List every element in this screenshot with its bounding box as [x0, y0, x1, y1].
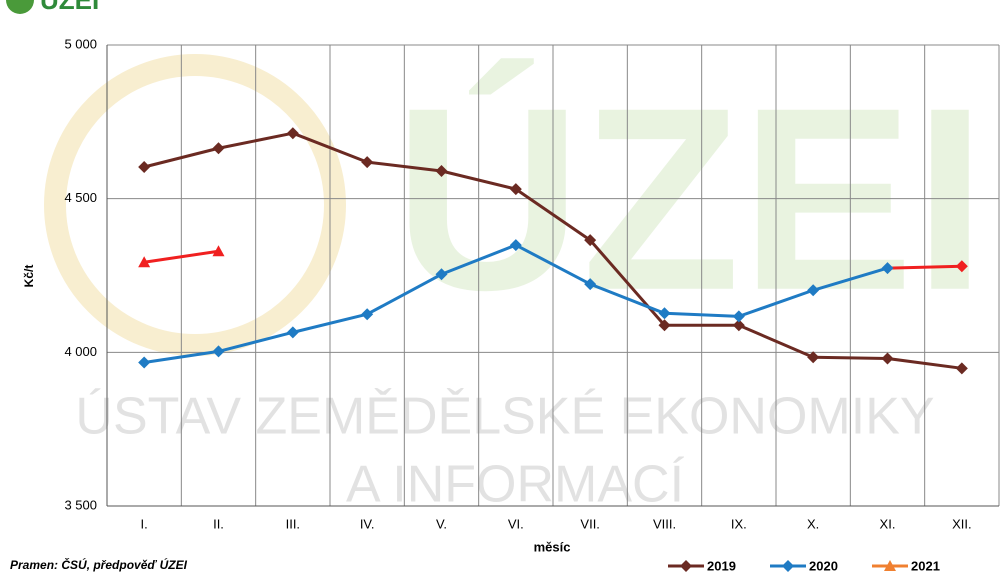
line-segment	[143, 249, 219, 264]
marker	[212, 245, 225, 257]
logo: ÚZEI	[40, 0, 99, 15]
marker	[732, 310, 745, 323]
marker	[658, 307, 671, 320]
x-tick-label: IV.	[360, 516, 375, 531]
marker	[286, 326, 299, 339]
marker	[212, 345, 225, 358]
y-axis-label: Kč/t	[22, 265, 36, 288]
marker	[361, 308, 374, 321]
line-segment	[143, 349, 219, 364]
marker	[584, 234, 597, 247]
marker	[881, 352, 894, 365]
marker	[435, 165, 448, 178]
x-tick-label: X.	[807, 516, 819, 531]
logo-icon	[6, 0, 34, 14]
line-segment	[589, 282, 666, 315]
marker	[884, 560, 896, 571]
line-segment	[218, 131, 294, 150]
marker	[807, 351, 820, 364]
line-segment	[738, 288, 814, 318]
x-tick-label: I.	[141, 516, 148, 531]
marker	[881, 262, 894, 275]
x-axis-label: měsíc	[534, 539, 571, 554]
marker	[212, 142, 225, 155]
line-segment	[812, 266, 888, 292]
marker	[435, 268, 448, 281]
x-tick-label: III.	[286, 516, 300, 531]
marker	[782, 560, 794, 572]
marker	[680, 560, 692, 572]
marker	[807, 284, 820, 297]
x-tick-label: VIII.	[653, 516, 676, 531]
legend-label: 2021	[911, 558, 940, 573]
x-tick-label: II.	[213, 516, 224, 531]
line-segment	[813, 355, 888, 360]
y-tick-label: 4 000	[64, 344, 97, 359]
marker	[509, 183, 522, 196]
x-tick-label: VII.	[580, 516, 600, 531]
line-segment	[440, 243, 517, 276]
line-segment	[366, 160, 442, 173]
line-segment	[514, 187, 592, 242]
marker	[509, 239, 522, 252]
marker	[138, 356, 151, 369]
x-tick-label: XI.	[880, 516, 896, 531]
line-segment	[887, 264, 962, 270]
y-tick-label: 4 500	[64, 190, 97, 205]
y-tick-label: 3 500	[64, 497, 97, 512]
x-tick-label: XII.	[952, 516, 972, 531]
marker	[955, 260, 968, 273]
line-segment	[218, 330, 294, 353]
legend-label: 2020	[809, 558, 838, 573]
x-tick-label: VI.	[508, 516, 524, 531]
legend-label: 2019	[707, 558, 736, 573]
line-segment	[664, 311, 739, 318]
line-segment	[515, 243, 591, 286]
watermark: A INFORMACÍ	[346, 456, 685, 514]
watermark-ring	[44, 54, 346, 356]
marker	[955, 362, 968, 375]
line-segment	[366, 272, 443, 316]
line-segment	[441, 169, 517, 191]
watermark: ÚSTAV ZEMĚDĚLSKÉ EKONOMIKY	[75, 388, 934, 446]
x-tick-label: V.	[436, 516, 447, 531]
watermark: ÚZEI	[394, 55, 986, 345]
line-segment	[292, 312, 368, 334]
source: Pramen: ČSÚ, předpověď ÚZEI	[10, 557, 188, 572]
marker	[658, 319, 671, 332]
marker	[138, 256, 151, 268]
line-segment	[589, 239, 666, 327]
marker	[732, 319, 745, 332]
marker	[138, 161, 151, 174]
line-segment	[292, 131, 368, 164]
marker	[361, 156, 374, 169]
line-segment	[738, 323, 814, 359]
line-segment	[887, 356, 963, 370]
x-tick-label: IX.	[731, 516, 747, 531]
marker	[584, 278, 597, 291]
marker	[286, 127, 299, 140]
y-tick-label: 5 000	[64, 36, 97, 51]
line-segment	[143, 146, 219, 169]
